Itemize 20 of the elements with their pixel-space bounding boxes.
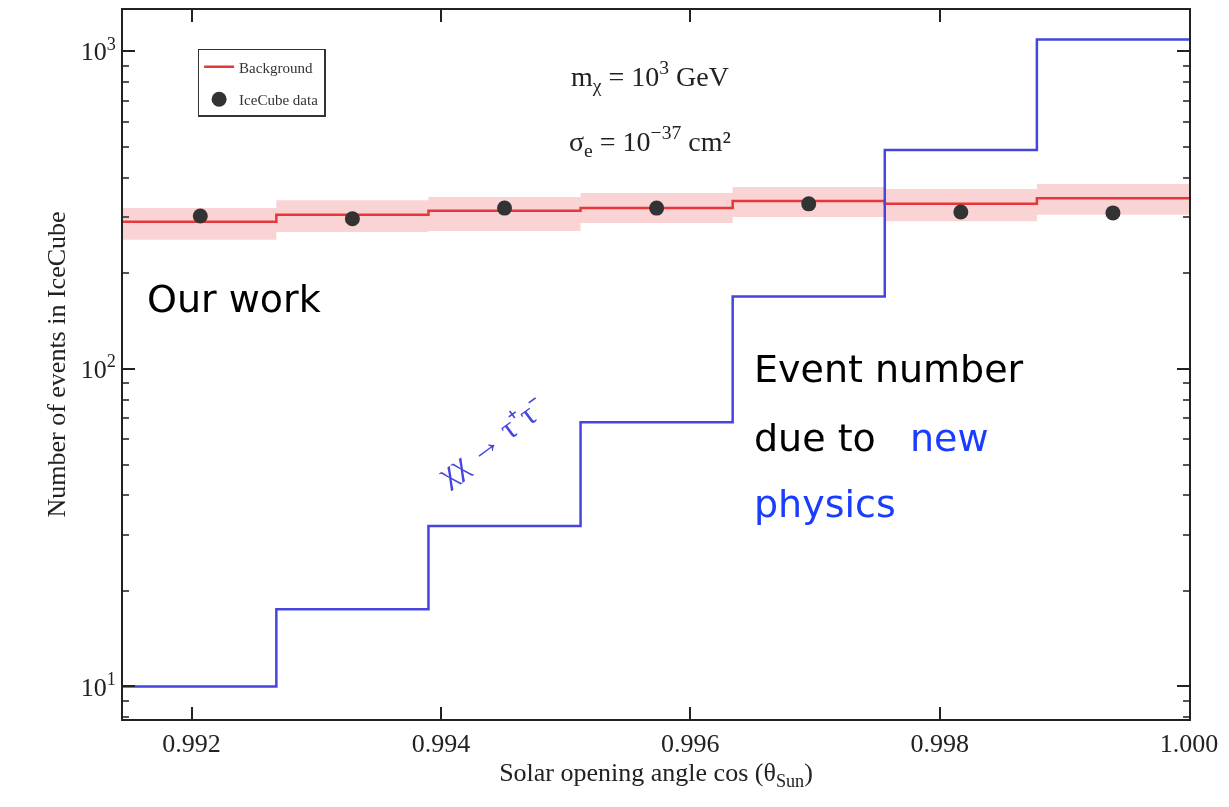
y-tick-label: 10$^{3}$: [80, 33, 116, 67]
annotation: due to: [754, 416, 876, 460]
text: χχ → τ⁺τ⁻: [429, 389, 552, 492]
annotation: physics: [754, 482, 896, 526]
x-axis-title: Solar opening angle cos (θ$_{Sun}$): [499, 758, 813, 791]
legend-label: Background: [239, 59, 313, 76]
annotation: Our work: [147, 277, 321, 321]
x-tick-label: 0.992: [162, 729, 221, 759]
y-tick-label: 10$^{1}$: [80, 668, 116, 702]
x-tick-label: 1.000: [1159, 729, 1219, 759]
x-tick-label: 0.996: [661, 729, 720, 759]
y-axis-title: Number of events in IceCube: [41, 211, 71, 518]
x-tick-label: 0.998: [910, 729, 969, 759]
annotation: Event number: [754, 347, 1024, 391]
annotation: m$_{χ}$ = 10$^{3}$ GeV: [571, 57, 729, 96]
annotation: σ$_{e}$ = 10$^{−37}$ cm²: [569, 122, 731, 161]
x-tick-label: 0.994: [411, 729, 471, 759]
annotation: new: [910, 416, 989, 460]
y-tick-label: 10$^{2}$: [80, 351, 116, 385]
legend-label: IceCube data: [239, 92, 319, 109]
